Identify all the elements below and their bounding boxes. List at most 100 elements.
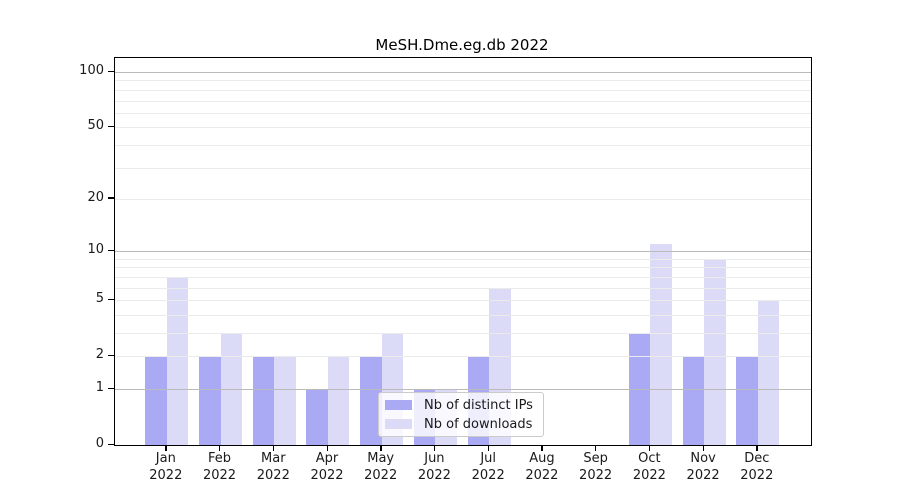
x-tick-month: Sep [583,451,608,466]
x-tick-year: 2022 [740,467,774,483]
x-tick-label: Aug 2022 [510,451,574,484]
x-tick [702,445,704,451]
gridline-minor [115,144,811,146]
x-tick [648,445,651,451]
x-tick [595,445,597,451]
legend-item-distinct-ips: Nb of distinct IPs [385,398,543,413]
gridline-minor [115,258,811,260]
y-tick-label: 2 [95,347,104,363]
y-tick-label: 0 [95,436,104,451]
x-tick-label: Oct 2022 [617,451,681,484]
gridline-minor [115,100,811,102]
x-tick-label: Sep 2022 [564,451,628,484]
bar-nb-of-downloads-nov-2022 [704,258,726,445]
x-tick-label: Jun 2022 [402,451,466,484]
x-tick-label: Mar 2022 [241,451,305,484]
x-tick-month: Dec [744,451,770,466]
gridline-minor [115,267,811,269]
x-tick-year: 2022 [202,467,237,483]
y-tick-label: 10 [87,242,104,258]
gridline-minor [115,356,811,358]
x-tick-label: Feb 2022 [188,451,252,484]
bar-nb-of-distinct-ips-jan-2022 [145,356,167,445]
legend-item-downloads: Nb of downloads [385,417,543,432]
gridline-minor [115,112,811,114]
x-tick-month: Mar [261,451,286,466]
x-tick [165,445,167,451]
x-tick-month: Apr [315,451,339,466]
y-tick [108,387,114,389]
bar-nb-of-distinct-ips-dec-2022 [736,356,758,445]
gridline-major [115,251,811,253]
x-tick [487,445,490,451]
bar-nb-of-downloads-mar-2022 [274,356,296,445]
x-tick-month: Aug [529,451,555,466]
gridline-major [115,389,811,390]
bar-nb-of-distinct-ips-may-2022 [360,356,382,445]
y-tick-label: 1 [95,380,104,395]
x-tick-month: Jul [480,451,497,466]
x-tick-month: Jan [155,451,176,466]
gridline-major [115,72,811,73]
x-tick-year: 2022 [471,467,505,483]
y-tick-label: 100 [79,63,104,78]
x-tick-label: Jul 2022 [456,451,520,484]
legend-swatch-distinct-ips [385,400,412,410]
gridline-minor [115,198,811,200]
chart-title: MeSH.Dme.eg.db 2022 [375,36,549,54]
y-tick [108,249,114,252]
y-tick [108,354,114,357]
x-tick [326,445,328,451]
y-tick [108,70,114,72]
x-tick-label: Jan 2022 [134,451,198,484]
x-tick-month: Oct [638,451,661,466]
gridline-minor [115,314,811,316]
x-tick-year: 2022 [525,467,559,483]
x-tick-month: May [367,451,395,466]
legend: Nb of distinct IPs Nb of downloads [378,392,544,437]
x-tick-year: 2022 [686,467,720,483]
gridline-minor [115,333,811,334]
x-tick [433,445,436,451]
gridline-minor [115,127,811,129]
x-tick [219,445,221,451]
y-tick-label: 20 [87,189,104,205]
y-tick-label: 50 [87,118,104,134]
x-tick-year: 2022 [417,467,451,483]
x-tick [272,445,275,451]
bar-nb-of-downloads-oct-2022 [650,244,672,445]
bar-nb-of-distinct-ips-apr-2022 [306,389,328,445]
x-tick-month: Feb [207,451,232,466]
bar-nb-of-downloads-dec-2022 [757,300,780,445]
y-tick [108,443,114,445]
gridline-minor [115,167,811,169]
bar-nb-of-distinct-ips-feb-2022 [199,356,221,445]
gridline-minor [115,89,811,91]
bar-nb-of-downloads-apr-2022 [327,356,350,445]
gridline-minor [115,80,811,82]
gridline-minor [115,276,811,278]
x-tick-year: 2022 [579,467,613,483]
legend-label-downloads: Nb of downloads [424,416,533,432]
y-tick [108,125,114,128]
y-tick-label: 5 [95,291,104,307]
gridline-minor [115,300,811,302]
x-tick-year: 2022 [256,467,290,483]
x-tick [541,445,543,451]
bar-nb-of-downloads-jan-2022 [166,276,189,445]
bar-nb-of-distinct-ips-mar-2022 [252,356,275,445]
y-tick [108,197,114,199]
legend-swatch-downloads [385,419,412,429]
x-tick-month: Nov [690,451,716,466]
x-tick-year: 2022 [149,467,183,483]
x-tick-label: May 2022 [349,451,413,484]
y-tick [108,298,114,301]
bar-nb-of-distinct-ips-nov-2022 [682,356,705,445]
x-tick [380,445,382,451]
x-tick-label: Nov 2022 [671,451,735,484]
plot-area [114,57,812,446]
gridline-minor [115,287,811,289]
x-tick-label: Apr 2022 [295,451,359,484]
x-tick-year: 2022 [364,467,398,483]
